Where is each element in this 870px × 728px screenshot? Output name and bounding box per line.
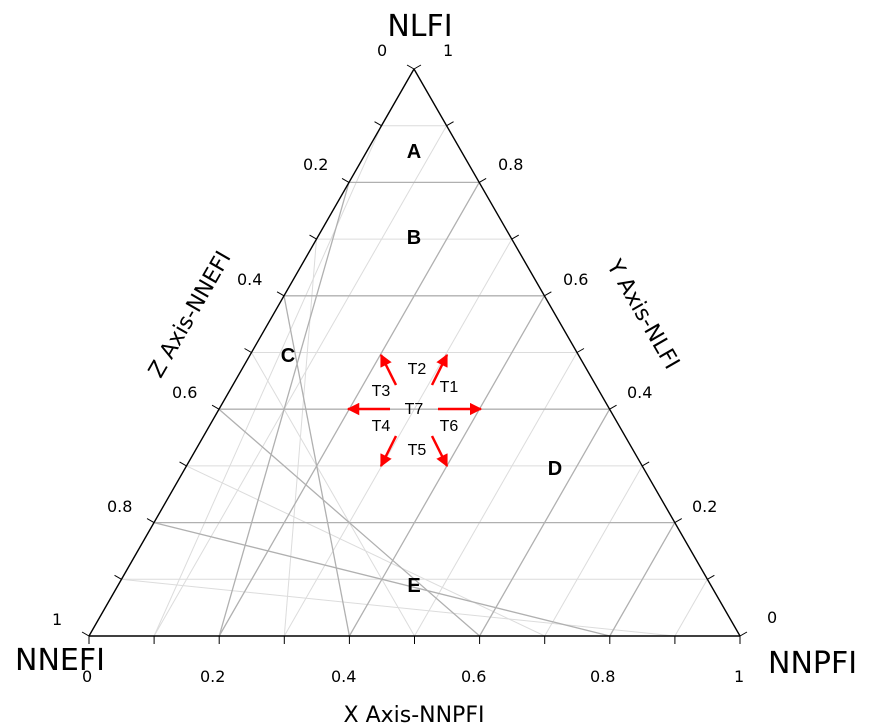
vertex-label-left: NNEFI	[15, 643, 105, 678]
y-tick-label: 0.8	[498, 155, 523, 174]
z-tick-label: 0.2	[303, 155, 328, 174]
arrow-label-t1: T1	[440, 379, 459, 396]
x-tick-label: 0	[82, 667, 92, 686]
z-tick-label: 0.6	[172, 383, 197, 402]
z-tick	[309, 234, 317, 240]
y-tick-label: 1	[443, 41, 453, 60]
grid-line-minor	[283, 239, 317, 637]
grid-line-major	[218, 182, 350, 637]
z-tick-label: 1	[52, 610, 62, 629]
grid-line-major	[609, 522, 676, 637]
y-tick	[674, 518, 683, 524]
x-tick-label: 0.6	[461, 667, 486, 686]
region-label-a: A	[407, 141, 421, 163]
grid-line-minor	[544, 465, 643, 637]
y-tick	[707, 574, 715, 580]
region-label-d: D	[548, 458, 562, 480]
y-tick-label: 0.6	[563, 270, 588, 289]
y-tick-label: 0.4	[627, 383, 652, 402]
z-tick	[114, 574, 122, 580]
vertex-label-top: NLFI	[387, 9, 452, 44]
z-tick	[374, 121, 382, 127]
z-tick	[406, 64, 415, 70]
grid-line-minor	[153, 125, 382, 637]
arrow-t5	[430, 435, 449, 468]
grid-line-minor	[283, 238, 513, 637]
grid-line-minor	[674, 579, 708, 637]
vertex-label-right: NNPFI	[768, 646, 857, 681]
y-tick	[413, 64, 422, 70]
region-label-e: E	[407, 575, 420, 597]
arrow-t2	[379, 353, 398, 386]
z-tick	[211, 404, 220, 410]
y-tick	[609, 404, 617, 410]
y-tick	[576, 348, 585, 353]
y-tick	[478, 177, 487, 183]
grid-line-minor	[251, 352, 415, 637]
z-tick	[276, 291, 285, 297]
arrow-label-t4: T4	[372, 418, 391, 435]
y-tick	[739, 631, 748, 637]
y-tick-label: 0.2	[692, 497, 717, 516]
y-tick	[641, 461, 650, 467]
axis-ticks	[81, 64, 748, 644]
x-tick-label: 0.2	[200, 667, 225, 686]
arrow-t1	[430, 353, 449, 386]
grid-line-minor	[414, 352, 578, 637]
arrow-t4	[379, 435, 398, 468]
arrow-label-t7: T7	[405, 401, 424, 418]
y-tick-label: 0	[767, 608, 777, 627]
z-tick-label: 0	[377, 41, 387, 60]
z-axis-title: Z Axis-NNEFI	[144, 247, 236, 382]
z-tick-label: 0.8	[107, 497, 132, 516]
z-tick	[179, 461, 187, 467]
grid-line-major	[283, 295, 351, 637]
arrow-label-t3: T3	[372, 383, 391, 400]
x-tick-label: 0.8	[590, 667, 615, 686]
y-axis-title: Y Axis-NLFI	[601, 255, 684, 374]
arrow-label-t5: T5	[408, 442, 427, 459]
z-tick	[341, 177, 350, 183]
trajectory-arrows	[346, 353, 483, 468]
z-tick	[81, 631, 90, 637]
arrow-label-t6: T6	[440, 418, 459, 435]
y-tick	[446, 121, 454, 127]
z-tick	[244, 348, 252, 353]
y-tick	[511, 234, 520, 240]
z-tick	[146, 518, 155, 524]
x-axis-title: X Axis-NNPFI	[344, 703, 485, 728]
region-label-b: B	[407, 227, 421, 249]
z-tick-label: 0.4	[237, 270, 262, 289]
x-tick-label: 1	[734, 667, 744, 686]
minor-grid	[121, 125, 708, 637]
region-label-c: C	[281, 345, 295, 367]
x-tick-label: 0.4	[331, 667, 356, 686]
y-tick	[544, 291, 552, 297]
arrow-label-t2: T2	[408, 361, 427, 378]
